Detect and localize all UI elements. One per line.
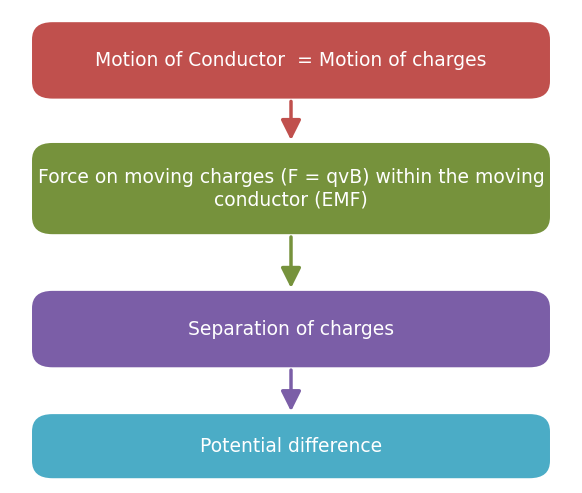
Text: Motion of Conductor  = Motion of charges: Motion of Conductor = Motion of charges (95, 51, 487, 70)
FancyBboxPatch shape (32, 143, 550, 234)
FancyBboxPatch shape (32, 22, 550, 99)
FancyBboxPatch shape (32, 414, 550, 478)
Text: Separation of charges: Separation of charges (188, 319, 394, 339)
Text: Potential difference: Potential difference (200, 437, 382, 456)
Text: Force on moving charges (F = qvB) within the moving
conductor (EMF): Force on moving charges (F = qvB) within… (38, 168, 544, 209)
FancyBboxPatch shape (32, 291, 550, 367)
